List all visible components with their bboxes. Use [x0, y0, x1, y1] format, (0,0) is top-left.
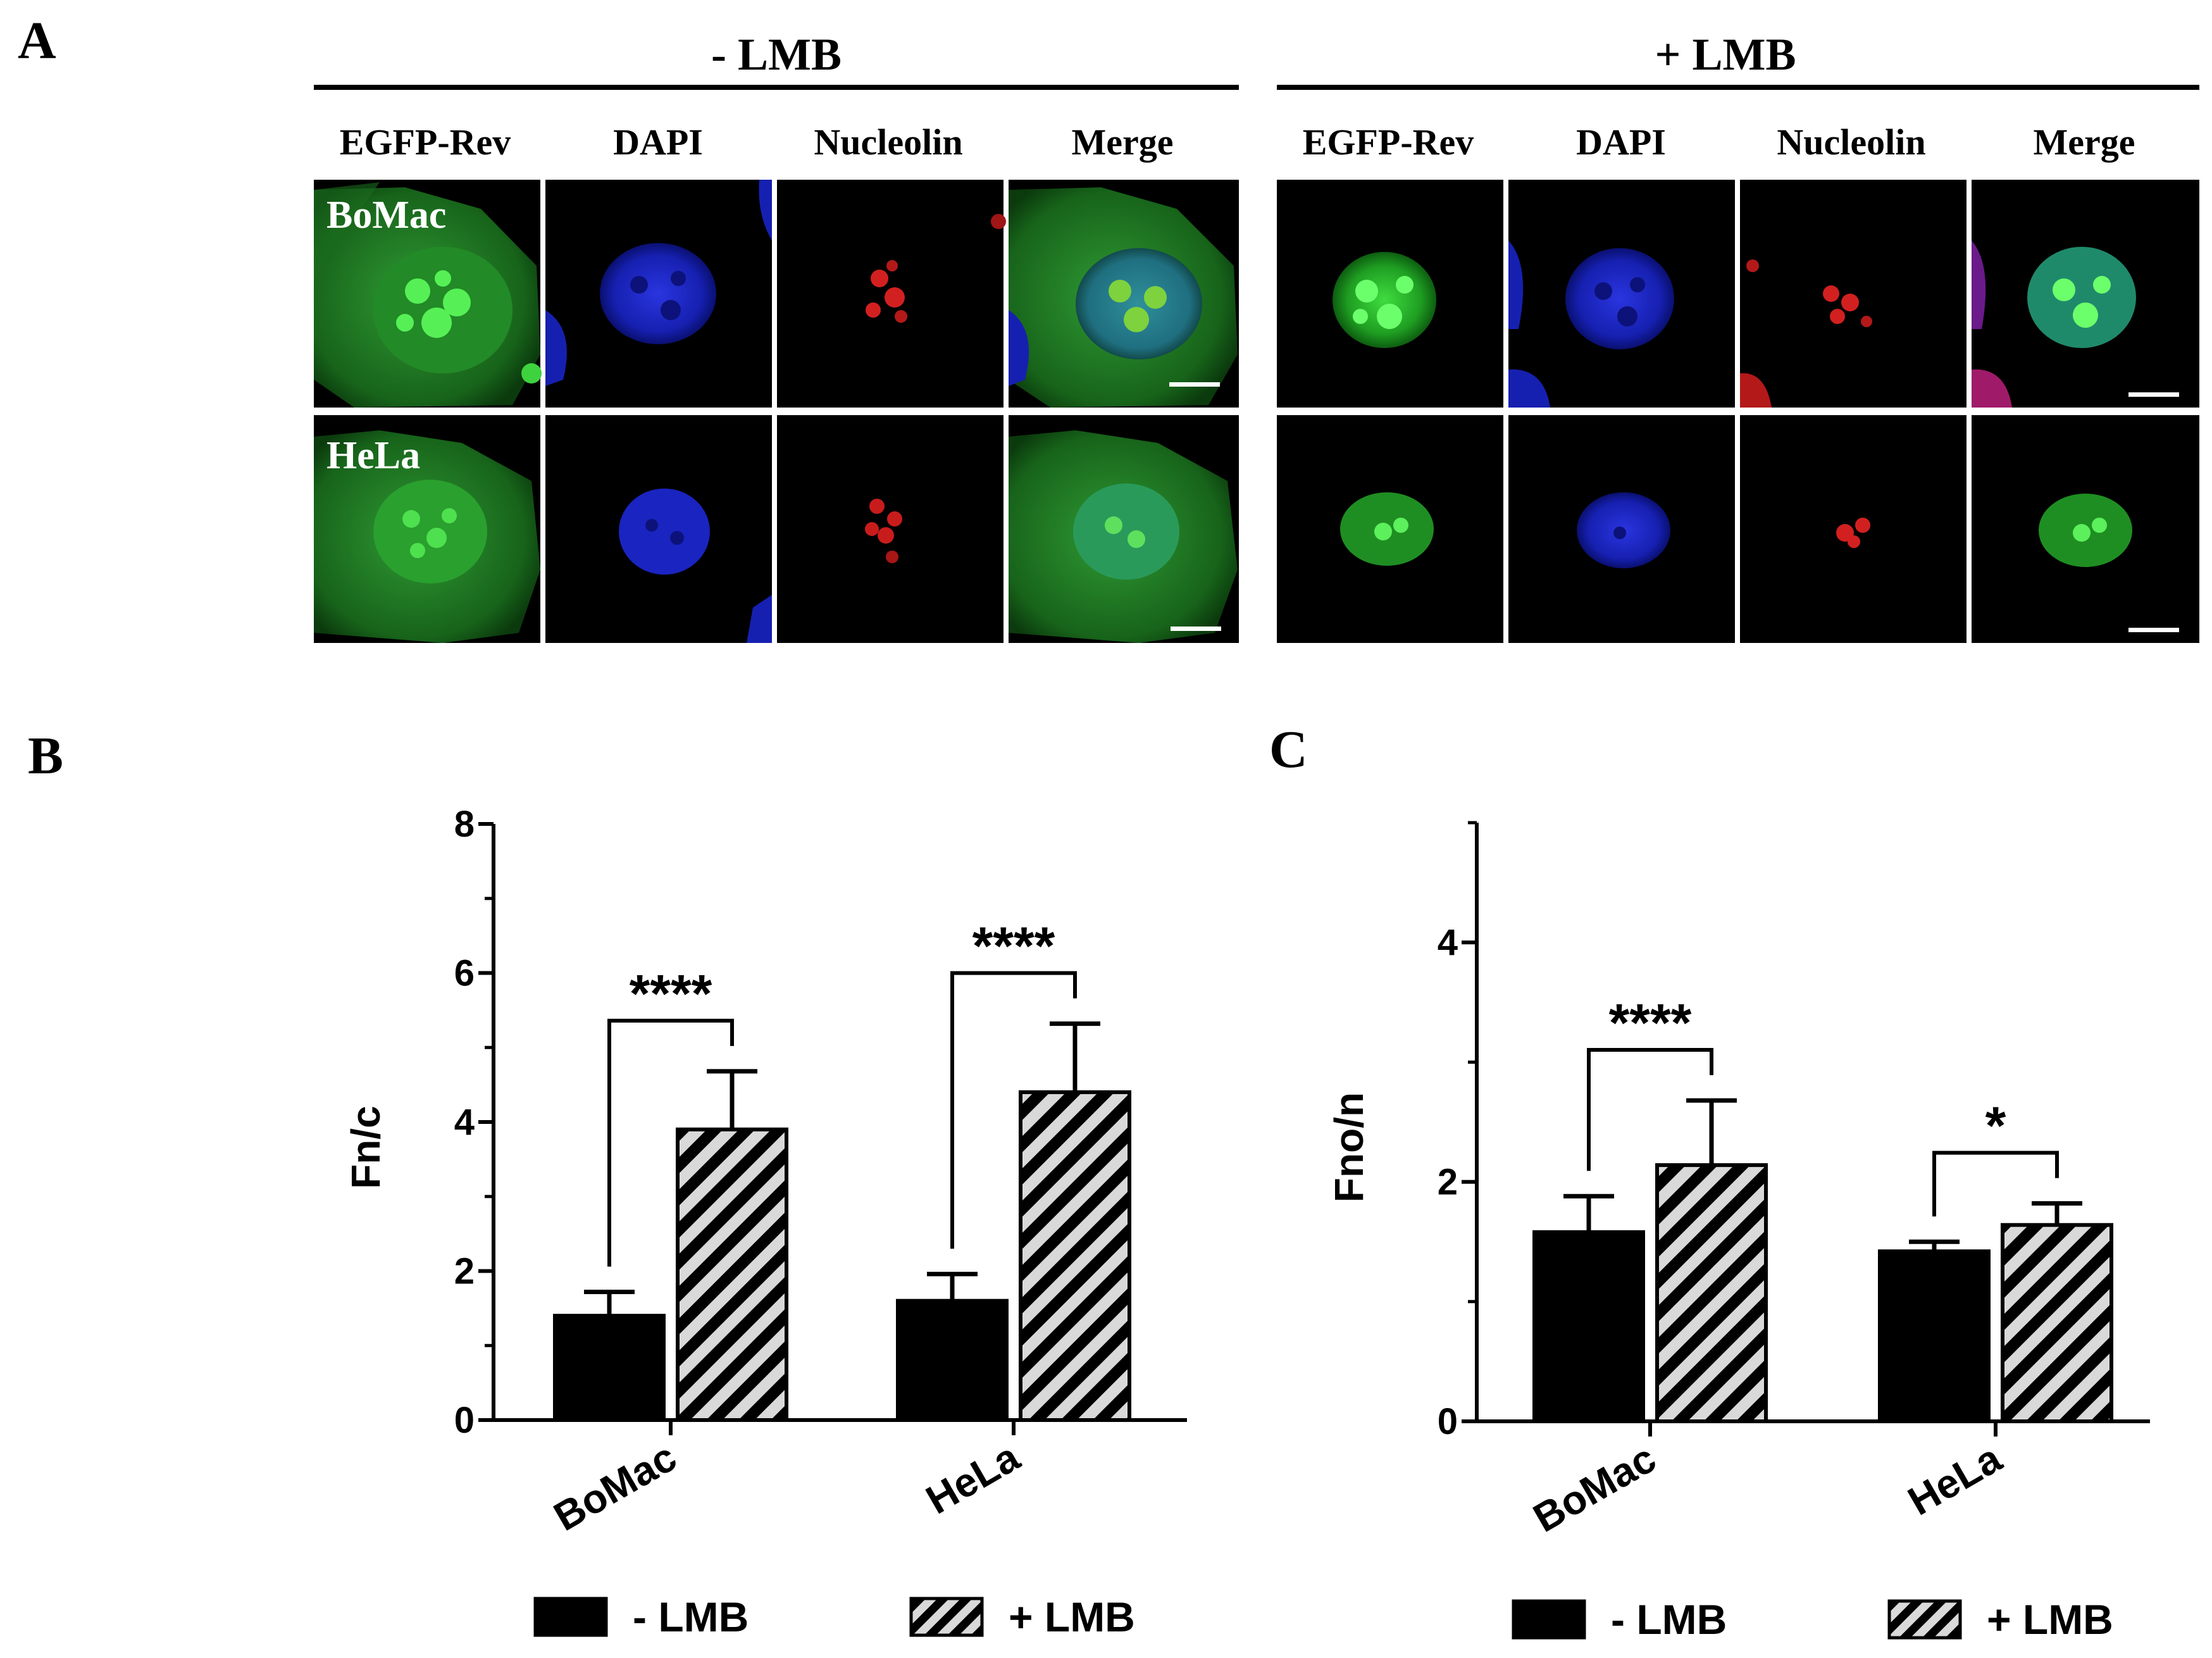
legend-label-minus-lmb: - LMB: [633, 1593, 749, 1640]
group-label-minus-lmb: - LMB: [711, 29, 842, 80]
micrograph-bomac-plus-nucleolin: [1740, 180, 1967, 408]
group-label-plus-lmb: + LMB: [1655, 29, 1796, 80]
legend-label-plus-lmb: + LMB: [1009, 1593, 1135, 1640]
channel-label-merge: Merge: [1072, 122, 1174, 163]
panel-letter-c: C: [1269, 720, 1308, 779]
micrograph-hela-minus-dapi: [545, 415, 772, 643]
channel-label-nucleolin: Nucleolin: [814, 122, 962, 163]
micrograph-hela-plus-dapi: [1508, 415, 1735, 643]
row-label-hela: HeLa: [326, 434, 420, 477]
panel-letter-a: A: [18, 11, 56, 70]
channel-label-egfp-rev: EGFP-Rev: [340, 122, 511, 163]
bar-hela-minus-lmb: [1878, 1249, 1991, 1424]
legend-swatch-minus-lmb: [533, 1597, 608, 1637]
y-axis-label: Fn/c: [343, 1106, 388, 1189]
x-tick-label-bomac: BoMac: [546, 1434, 684, 1540]
bar-bomac-plus-lmb: [1655, 1163, 1768, 1424]
y-tick-label: 6: [454, 953, 475, 994]
micrograph-bomac-minus-merge: [1009, 180, 1239, 408]
y-axis-label: Fno/n: [1326, 1092, 1372, 1202]
row-label-bomac: BoMac: [326, 194, 446, 237]
significance-label: ****: [972, 916, 1055, 976]
bar-bomac-plus-lmb: [676, 1127, 788, 1423]
micrograph-grid: [314, 180, 2199, 643]
legend-swatch-minus-lmb: [1512, 1599, 1586, 1640]
significance-bracket: [1587, 1047, 1713, 1171]
micrograph-hela-plus-merge: [1972, 415, 2199, 643]
y-tick-label: 0: [1438, 1401, 1458, 1442]
micrograph-bomac-plus-dapi: [1508, 180, 1735, 408]
significance-label: ****: [630, 964, 712, 1023]
micrograph-bomac-plus-merge: [1972, 180, 2199, 408]
significance-bracket: [1932, 1150, 2059, 1217]
bar-hela-plus-lmb: [2001, 1223, 2113, 1424]
micrograph-hela-minus-merge: [1009, 415, 1239, 643]
legend-label-plus-lmb: + LMB: [1987, 1596, 2113, 1643]
channel-label-dapi: DAPI: [613, 122, 703, 163]
channel-label-merge: Merge: [2034, 122, 2135, 163]
micrograph-bomac-plus-egfp: [1277, 180, 1503, 408]
micrograph-hela-plus-nucleolin: [1740, 415, 1967, 643]
bar-bomac-minus-lmb: [1532, 1230, 1645, 1423]
legend-swatch-plus-lmb: [909, 1597, 984, 1637]
micrograph-hela-minus-egfp: [314, 415, 540, 643]
channel-label-nucleolin: Nucleolin: [1777, 122, 1925, 163]
micrograph-hela-plus-egfp: [1277, 415, 1503, 643]
x-tick-label-hela: HeLa: [918, 1434, 1027, 1523]
panel-letter-b: B: [28, 726, 63, 785]
micrograph-bomac-minus-dapi: [545, 180, 772, 408]
significance-label: *: [1985, 1096, 2006, 1156]
chart-b: B 0 2 4 6 8 Fn/c BoMac HeLa **** **** - LMB + LMB: [28, 726, 1187, 1640]
y-tick-label: 8: [454, 804, 475, 845]
y-tick-label: 2: [454, 1251, 475, 1292]
legend-swatch-plus-lmb: [1887, 1599, 1962, 1640]
bar-bomac-minus-lmb: [553, 1314, 666, 1422]
micrograph-bomac-minus-egfp: [314, 180, 542, 408]
micrograph-bomac-minus-nucleolin: [777, 180, 1006, 408]
significance-bracket: [607, 1018, 734, 1267]
y-tick-label: 0: [454, 1400, 475, 1441]
y-tick-label: 4: [454, 1102, 475, 1143]
bar-hela-plus-lmb: [1019, 1090, 1131, 1422]
channel-label-dapi: DAPI: [1576, 122, 1666, 163]
micrograph-hela-minus-nucleolin: [777, 415, 1003, 643]
significance-label: ****: [1609, 993, 1692, 1052]
y-tick-label: 2: [1438, 1162, 1458, 1203]
bar-hela-minus-lmb: [896, 1299, 1009, 1423]
x-tick-label-bomac: BoMac: [1525, 1435, 1663, 1541]
legend-label-minus-lmb: - LMB: [1611, 1596, 1727, 1643]
x-tick-label-hela: HeLa: [1900, 1435, 2009, 1524]
significance-bracket: [950, 971, 1077, 1249]
y-tick-label: 4: [1438, 922, 1458, 963]
channel-label-egfp-rev: EGFP-Rev: [1303, 122, 1474, 163]
